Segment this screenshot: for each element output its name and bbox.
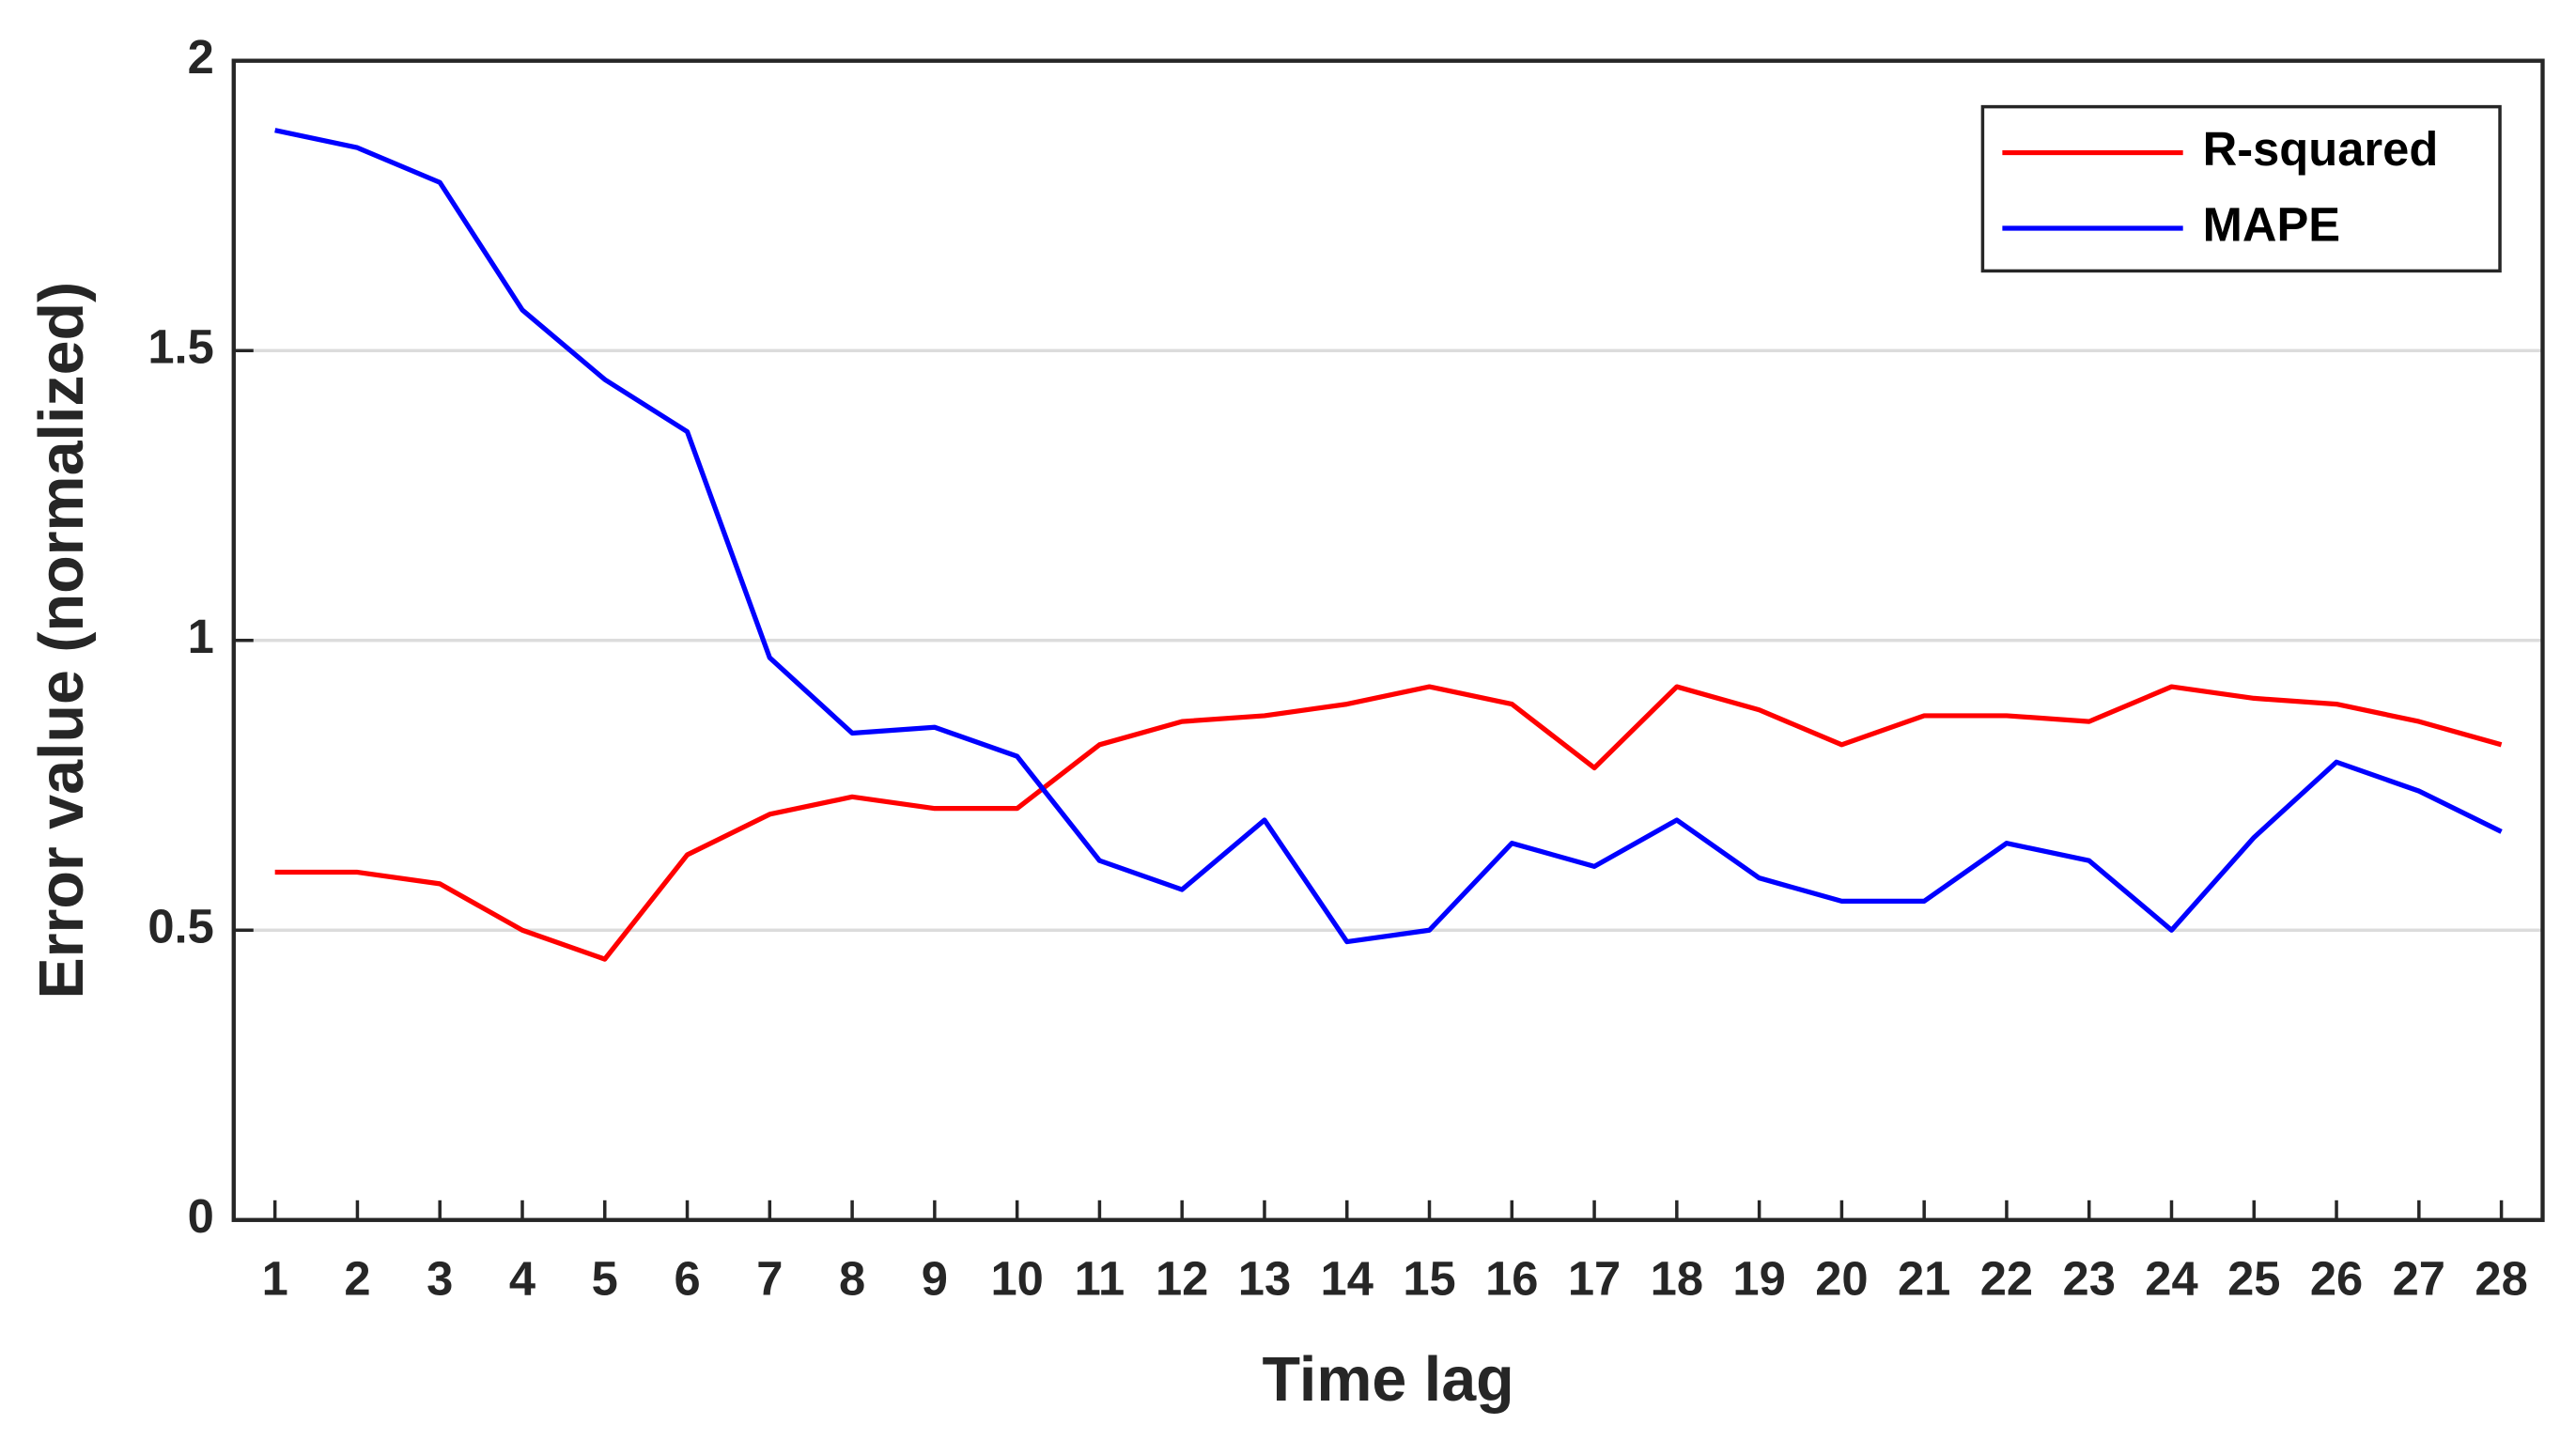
legend-label: R-squared xyxy=(2203,122,2439,176)
x-tick-label: 3 xyxy=(427,1252,453,1306)
y-tick-label: 2 xyxy=(188,30,214,84)
x-tick-label: 11 xyxy=(1075,1252,1125,1306)
x-tick-label: 14 xyxy=(1321,1252,1373,1306)
y-tick-label: 1.5 xyxy=(147,320,213,374)
x-tick-label: 21 xyxy=(1898,1252,1950,1306)
x-tick-label: 1 xyxy=(262,1252,288,1306)
data-line xyxy=(274,128,2503,945)
data-line xyxy=(274,684,2503,962)
x-tick-label: 20 xyxy=(1815,1252,1868,1306)
plot-frame xyxy=(231,58,2545,1222)
y-axis-label: Error value (normalized) xyxy=(27,282,97,999)
legend-box xyxy=(1980,104,2502,273)
x-tick-label: 9 xyxy=(922,1252,948,1306)
x-tick-label: 23 xyxy=(2063,1252,2116,1306)
x-tick-label: 2 xyxy=(344,1252,370,1306)
x-tick-label: 10 xyxy=(990,1252,1043,1306)
x-tick-label: 5 xyxy=(592,1252,618,1306)
y-tick-label: 1 xyxy=(188,610,214,663)
x-tick-label: 28 xyxy=(2475,1252,2527,1306)
legend-label: MAPE xyxy=(2203,197,2340,251)
x-tick-label: 26 xyxy=(2310,1252,2363,1306)
x-tick-label: 12 xyxy=(1156,1252,1208,1306)
x-tick-label: 13 xyxy=(1238,1252,1291,1306)
x-tick-label: 8 xyxy=(839,1252,865,1306)
y-tick-label: 0 xyxy=(188,1189,214,1243)
x-tick-label: 19 xyxy=(1732,1252,1785,1306)
x-tick-label: 25 xyxy=(2227,1252,2280,1306)
x-tick-label: 27 xyxy=(2393,1252,2445,1306)
x-tick-label: 18 xyxy=(1651,1252,1703,1306)
x-tick-label: 6 xyxy=(674,1252,700,1306)
x-tick-label: 22 xyxy=(1980,1252,2033,1306)
x-tick-label: 15 xyxy=(1403,1252,1455,1306)
x-tick-label: 16 xyxy=(1485,1252,1538,1306)
y-tick-label: 0.5 xyxy=(147,900,213,953)
x-tick-label: 7 xyxy=(756,1252,783,1306)
x-axis-label: Time lag xyxy=(1263,1345,1514,1415)
x-tick-label: 4 xyxy=(509,1252,535,1306)
x-tick-label: 17 xyxy=(1568,1252,1621,1306)
x-tick-label: 24 xyxy=(2145,1252,2197,1306)
